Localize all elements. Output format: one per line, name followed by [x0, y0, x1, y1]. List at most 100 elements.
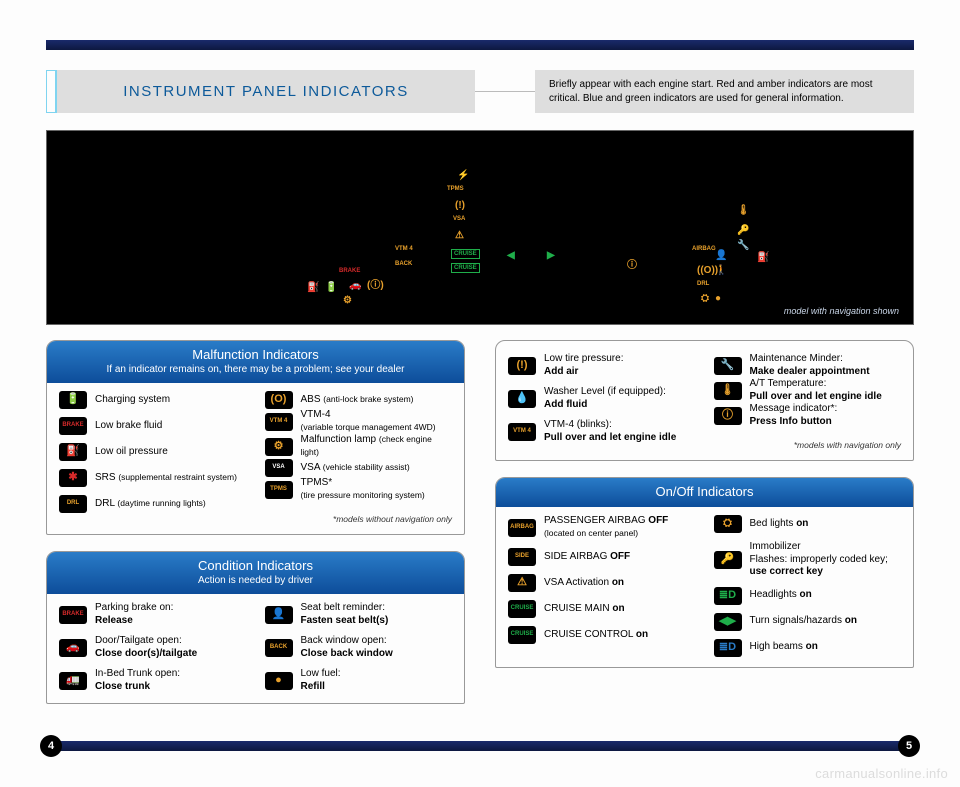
indicator-item: DRL DRL (daytime running lights) [59, 495, 247, 513]
cards-area: Malfunction Indicators If an indicator r… [46, 340, 914, 704]
indicator-icon: BRAKE [59, 417, 87, 435]
dash-indicator-icon: (!) [455, 201, 465, 211]
indicator-item: 🔧 Maintenance Minder:Make dealer appointm… [714, 353, 902, 378]
bottom-rule [46, 741, 914, 751]
indicator-item: VTM 4 VTM-4 (blinks):Pull over and let en… [508, 419, 696, 444]
indicator-label: Seat belt reminder:Fasten seat belt(s) [301, 602, 453, 627]
indicator-label: A/T Temperature:Pull over and let engine… [750, 378, 902, 403]
indicator-icon: BRAKE [59, 606, 87, 624]
dash-indicator-icon: ⚙ [343, 296, 352, 306]
indicator-item: 👤 Seat belt reminder:Fasten seat belt(s) [265, 602, 453, 627]
card-title: Malfunction Indicators [55, 347, 456, 362]
card-col-left: BRAKEParking brake on:Release 🚗 Door/Tailg… [59, 602, 247, 693]
dash-indicator-icon: VSA [453, 216, 465, 222]
indicator-label: Low oil pressure [95, 446, 247, 459]
malfunction-card: Malfunction Indicators If an indicator r… [46, 340, 465, 535]
dash-indicator-icon: ⛭ [701, 294, 709, 304]
indicator-item: BACKBack window open:Close back window [265, 635, 453, 660]
dash-indicator-icon: ◀ [507, 251, 515, 261]
dash-indicator-icon: ⓘ [627, 261, 637, 271]
indicator-item: 🚗 Door/Tailgate open:Close door(s)/tailga… [59, 635, 247, 660]
dash-indicator-icon: 🔧 [737, 241, 749, 251]
indicator-label: VTM-4(variable torque management 4WD) [301, 409, 453, 434]
indicator-item: TPMSTPMS*(tire pressure monitoring syste… [265, 477, 453, 502]
warning-card: (!)Low tire pressure:Add air 💧Washer Leve… [495, 340, 914, 461]
indicator-label: Low brake fluid [95, 420, 247, 433]
indicator-item: 🌡 A/T Temperature:Pull over and let engin… [714, 378, 902, 403]
indicator-icon: VTM 4 [265, 413, 293, 431]
dash-indicator-icon: ● [715, 294, 721, 304]
indicator-label: Charging system [95, 394, 247, 407]
indicator-icon: VSA [265, 459, 293, 477]
indicator-icon: ● [265, 672, 293, 690]
indicator-item: 💧Washer Level (if equipped):Add fluid [508, 386, 696, 411]
watermark: carmanualsonline.info [815, 766, 948, 781]
indicator-label: Malfunction lamp (check engine light) [301, 434, 453, 459]
indicator-icon: DRL [59, 495, 87, 513]
card-col-right: (O)ABS (anti-lock brake system)VTM 4VTM-… [265, 391, 453, 524]
right-column: (!)Low tire pressure:Add air 💧Washer Leve… [495, 340, 914, 704]
indicator-label: Maintenance Minder:Make dealer appointme… [750, 353, 902, 378]
indicator-item: 🚛In-Bed Trunk open:Close trunk [59, 668, 247, 693]
indicator-label: Message indicator*:Press Info button [750, 403, 902, 428]
warning-body: (!)Low tire pressure:Add air 💧Washer Leve… [496, 341, 913, 460]
indicator-item: BRAKE Low brake fluid [59, 417, 247, 435]
indicator-label: SIDE AIRBAG OFF [544, 551, 696, 564]
indicator-label: ImmobilizerFlashes: improperly coded key… [750, 541, 902, 579]
indicator-icon: ✱ [59, 469, 87, 487]
indicator-item: ⛭Bed lights on [714, 515, 902, 533]
indicator-item: BRAKEParking brake on:Release [59, 602, 247, 627]
indicator-label: High beams on [750, 641, 902, 654]
indicator-item: 🔋Charging system [59, 391, 247, 409]
indicator-item: VSA VSA (vehicle stability assist) [265, 459, 453, 477]
indicator-icon: 🔑 [714, 551, 742, 569]
indicator-icon: ⛭ [714, 515, 742, 533]
card-col-right: 🔧 Maintenance Minder:Make dealer appointm… [714, 353, 902, 450]
indicator-label: VSA Activation on [544, 577, 696, 590]
page-description: Briefly appear with each engine start. R… [535, 70, 914, 113]
header-connector [475, 91, 535, 92]
indicator-icon: 🚗 [59, 639, 87, 657]
dash-indicator-icon: CRUISE [451, 263, 480, 273]
top-rule [46, 40, 914, 50]
indicator-item: ◀▶Turn signals/hazards on [714, 613, 902, 631]
dash-indicator-icon: CRUISE [451, 249, 480, 259]
malfunction-head: Malfunction Indicators If an indicator r… [47, 341, 464, 383]
indicator-item: (!)Low tire pressure:Add air [508, 353, 696, 378]
indicator-icon: VTM 4 [508, 423, 536, 441]
left-column: Malfunction Indicators If an indicator r… [46, 340, 465, 704]
indicator-item: VTM 4 VTM-4(variable torque management 4W… [265, 409, 453, 434]
indicator-icon: ≣D [714, 587, 742, 605]
page-title: INSTRUMENT PANEL INDICATORS [55, 70, 475, 113]
indicator-icon: ≣D [714, 639, 742, 657]
card-col-right: 👤 Seat belt reminder:Fasten seat belt(s) B… [265, 602, 453, 693]
indicator-label: VSA (vehicle stability assist) [301, 462, 453, 475]
indicator-label: Door/Tailgate open:Close door(s)/tailgat… [95, 635, 247, 660]
card-col-left: 🔋Charging systemBRAKELow brake fluid⛽Low… [59, 391, 247, 524]
indicator-label: VTM-4 (blinks):Pull over and let engine … [544, 419, 696, 444]
condition-body: BRAKEParking brake on:Release 🚗 Door/Tailg… [47, 594, 464, 703]
indicator-label: CRUISE CONTROL on [544, 629, 696, 642]
dash-indicator-icon: TPMS [447, 186, 464, 192]
dashboard-caption: model with navigation shown [784, 306, 899, 316]
indicator-item: ⚠ VSA Activation on [508, 574, 696, 592]
indicator-icon: ⚠ [508, 574, 536, 592]
indicator-label: DRL (daytime running lights) [95, 498, 247, 511]
dash-indicator-icon: 👤 [715, 251, 727, 261]
onoff-body: AIRBAGPASSENGER AIRBAG OFF(located on ce… [496, 507, 913, 667]
dash-indicator-icon: (ⓘ) [367, 281, 384, 291]
indicator-item: ● Low fuel:Refill [265, 668, 453, 693]
indicator-label: Low fuel:Refill [301, 668, 453, 693]
dash-indicator-icon: DRL [697, 281, 709, 287]
dash-indicator-icon: ⚡ [457, 171, 469, 181]
dash-indicator-icon: 🚶 [715, 266, 727, 276]
indicator-icon: 🌡 [714, 382, 742, 400]
indicator-label: Low tire pressure:Add air [544, 353, 696, 378]
card-col-left: AIRBAGPASSENGER AIRBAG OFF(located on ce… [508, 515, 696, 657]
indicator-icon: CRUISE [508, 626, 536, 644]
indicator-icon: 👤 [265, 606, 293, 624]
indicator-icon: 🚛 [59, 672, 87, 690]
indicator-icon: 🔧 [714, 357, 742, 375]
indicator-item: SIDESIDE AIRBAG OFF [508, 548, 696, 566]
indicator-item: ✱SRS (supplemental restraint system) [59, 469, 247, 487]
